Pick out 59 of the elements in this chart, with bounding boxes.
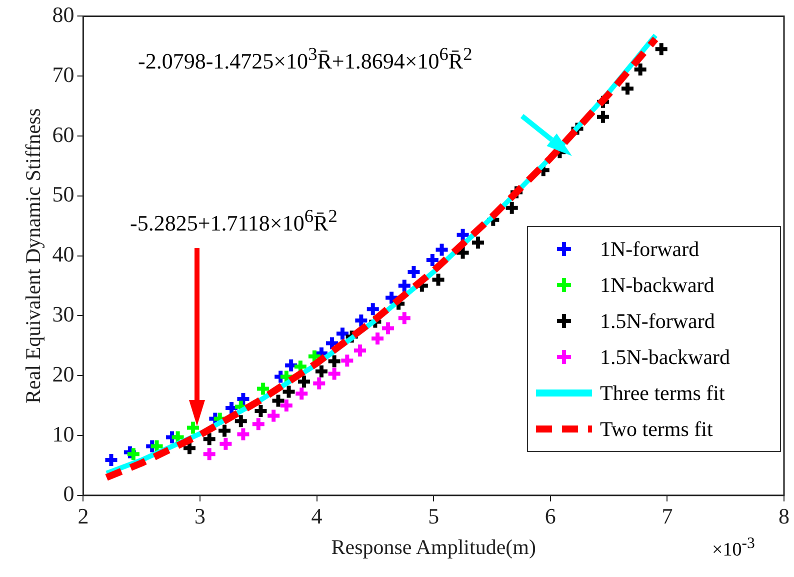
point (326, 353, 342, 370)
point (396, 310, 412, 326)
y-tick-label: 0 (63, 481, 74, 506)
y-tick-label: 30 (52, 301, 74, 326)
point (339, 352, 356, 369)
x-tick-label: 7 (662, 503, 673, 528)
legend-label: 1.5N-backward (600, 344, 730, 370)
annotation: -2.0798-1.4725×10$^{3}$R̄+1.8694×10$^{6}$R̄$^{2}$ (138, 44, 472, 74)
legend-label: 1N-forward (600, 236, 700, 262)
text: ×10$^{-3}$ (712, 535, 755, 562)
point (296, 374, 312, 390)
annotation: -5.2825+1.7118×10$^{6}$R̄$^{2}$ (130, 206, 338, 236)
point (218, 436, 234, 452)
y-axis-title: Real Equivalent Dynamic Stiffness (21, 108, 46, 404)
point (201, 446, 218, 462)
y-tick-label: 50 (52, 182, 74, 207)
point (470, 234, 486, 251)
point (201, 431, 218, 448)
point (266, 408, 282, 424)
point (364, 301, 381, 318)
point (653, 41, 670, 58)
point (380, 320, 396, 336)
point (326, 366, 342, 382)
x-tick-label: 2 (78, 503, 89, 528)
legend-label: Two terms fit (600, 416, 713, 442)
point (216, 422, 233, 439)
point (255, 380, 272, 397)
point (250, 416, 266, 432)
point (311, 375, 328, 392)
point (434, 242, 450, 258)
legend-label: 1.5N-forward (600, 308, 715, 334)
point (313, 363, 330, 380)
point (294, 386, 310, 402)
y-tick-label: 60 (52, 122, 74, 147)
x-tick-label: 4 (311, 503, 322, 528)
y-tick-label: 40 (52, 242, 74, 267)
point (280, 384, 297, 400)
legend-label: 1N-backward (600, 272, 714, 298)
point (125, 446, 142, 462)
point (430, 272, 446, 288)
point (324, 335, 340, 352)
point (232, 413, 249, 430)
point (454, 226, 471, 243)
point (396, 278, 412, 294)
point (235, 426, 252, 442)
x-tick-label: 6 (544, 503, 556, 528)
x-axis-title: Response Amplitude(m) (331, 534, 536, 559)
x-tick-label: 5 (428, 503, 440, 528)
y-tick-label: 10 (52, 421, 74, 446)
legend-label: Three terms fit (600, 380, 725, 406)
point (504, 200, 520, 216)
point (270, 392, 286, 409)
point (594, 108, 611, 125)
x-tick-label: 8 (778, 503, 790, 528)
point (384, 290, 400, 306)
x-tick-label: 3 (194, 503, 206, 528)
y-tick-label: 70 (52, 62, 74, 87)
y-tick-label: 80 (52, 2, 74, 27)
y-tick-label: 20 (52, 361, 74, 386)
